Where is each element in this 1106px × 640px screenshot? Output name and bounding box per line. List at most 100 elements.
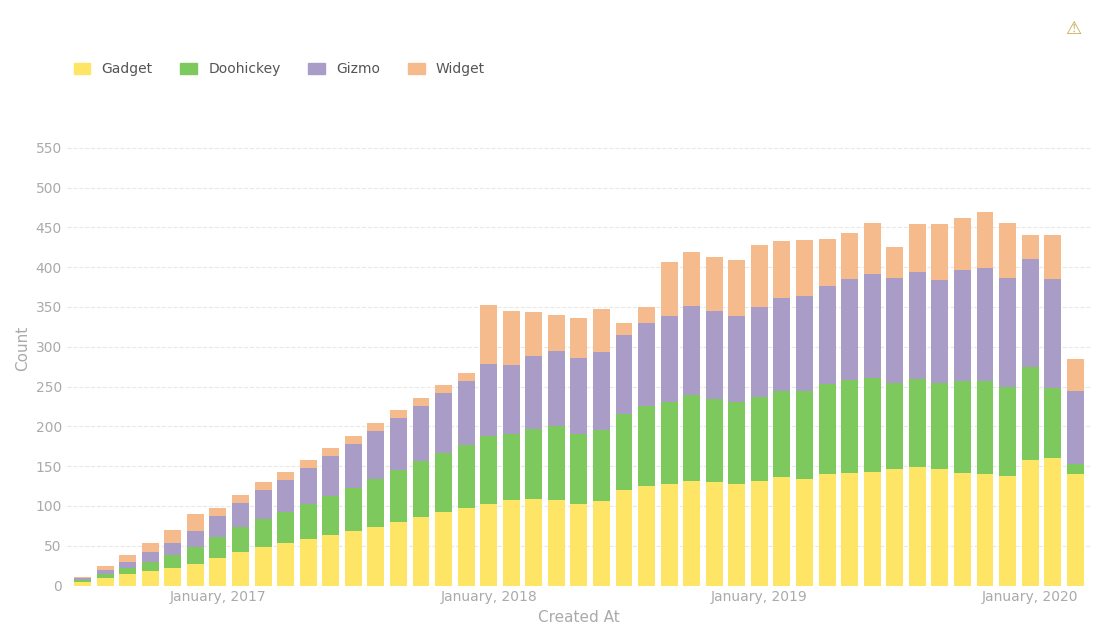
Bar xyxy=(547,351,565,426)
Bar xyxy=(954,269,971,381)
Bar xyxy=(999,387,1016,476)
Bar xyxy=(165,530,181,543)
Bar xyxy=(931,280,948,383)
Bar xyxy=(1044,236,1061,279)
Bar xyxy=(547,315,565,351)
Bar xyxy=(909,272,926,380)
Bar xyxy=(119,562,136,568)
Bar xyxy=(209,516,227,537)
Bar xyxy=(525,499,542,586)
Bar xyxy=(547,426,565,500)
Bar xyxy=(322,495,340,536)
Bar xyxy=(435,513,452,586)
Bar xyxy=(571,358,587,433)
Bar xyxy=(571,504,587,586)
Bar xyxy=(119,568,136,575)
Bar xyxy=(165,568,181,586)
Bar xyxy=(458,373,474,381)
Bar xyxy=(480,504,497,586)
Bar xyxy=(525,312,542,356)
Bar xyxy=(773,298,791,392)
Bar xyxy=(638,323,655,406)
Bar xyxy=(74,582,91,586)
Bar xyxy=(909,224,926,272)
Bar xyxy=(886,468,904,586)
Bar xyxy=(773,477,791,586)
Bar xyxy=(954,472,971,586)
Bar xyxy=(142,552,159,562)
Bar xyxy=(954,381,971,472)
Bar xyxy=(345,488,362,531)
Bar xyxy=(435,452,452,513)
Bar xyxy=(796,392,813,479)
Bar xyxy=(278,472,294,480)
Bar xyxy=(367,479,384,527)
Bar xyxy=(187,564,204,586)
Bar xyxy=(209,537,227,557)
Bar xyxy=(864,472,880,586)
Bar xyxy=(818,384,835,474)
Bar xyxy=(278,511,294,543)
Bar xyxy=(345,531,362,586)
Bar xyxy=(390,522,407,586)
Bar xyxy=(660,316,678,402)
Bar xyxy=(593,501,609,586)
Bar xyxy=(96,579,114,586)
Bar xyxy=(842,472,858,586)
Bar xyxy=(96,570,114,575)
Bar xyxy=(254,482,271,490)
Bar xyxy=(1044,279,1061,388)
Bar xyxy=(187,514,204,531)
Bar xyxy=(638,406,655,486)
Bar xyxy=(187,547,204,564)
Bar xyxy=(435,393,452,452)
Bar xyxy=(300,504,316,540)
Bar xyxy=(322,456,340,495)
Bar xyxy=(706,482,722,586)
Bar xyxy=(1067,464,1084,474)
Bar xyxy=(187,531,204,547)
Bar xyxy=(729,402,745,484)
Bar xyxy=(232,552,249,586)
Bar xyxy=(638,486,655,586)
Bar xyxy=(909,467,926,586)
Bar xyxy=(729,260,745,316)
Bar xyxy=(796,296,813,392)
Bar xyxy=(706,399,722,482)
Bar xyxy=(503,311,520,365)
Bar xyxy=(999,476,1016,586)
Bar xyxy=(413,397,429,406)
Bar xyxy=(931,224,948,280)
Bar xyxy=(773,241,791,298)
Bar xyxy=(1022,236,1039,259)
Bar xyxy=(593,308,609,353)
Bar xyxy=(413,517,429,586)
Bar xyxy=(547,500,565,586)
Bar xyxy=(209,557,227,586)
Bar xyxy=(660,484,678,586)
Bar xyxy=(931,383,948,468)
Bar xyxy=(886,246,904,278)
Bar xyxy=(96,575,114,579)
Bar xyxy=(165,556,181,568)
Bar xyxy=(864,223,880,275)
Bar xyxy=(842,279,858,380)
Bar xyxy=(751,481,768,586)
Bar xyxy=(367,431,384,479)
Bar xyxy=(886,383,904,468)
Bar xyxy=(616,415,633,490)
Bar xyxy=(142,543,159,552)
Bar xyxy=(864,378,880,472)
Bar xyxy=(480,364,497,436)
Bar xyxy=(751,397,768,481)
Bar xyxy=(593,429,609,501)
Bar xyxy=(909,380,926,467)
Bar xyxy=(525,356,542,429)
Bar xyxy=(232,495,249,503)
Bar xyxy=(142,562,159,572)
Bar xyxy=(142,572,159,586)
Bar xyxy=(435,385,452,393)
Bar xyxy=(503,435,520,500)
Bar xyxy=(254,547,271,586)
Bar xyxy=(977,212,993,268)
